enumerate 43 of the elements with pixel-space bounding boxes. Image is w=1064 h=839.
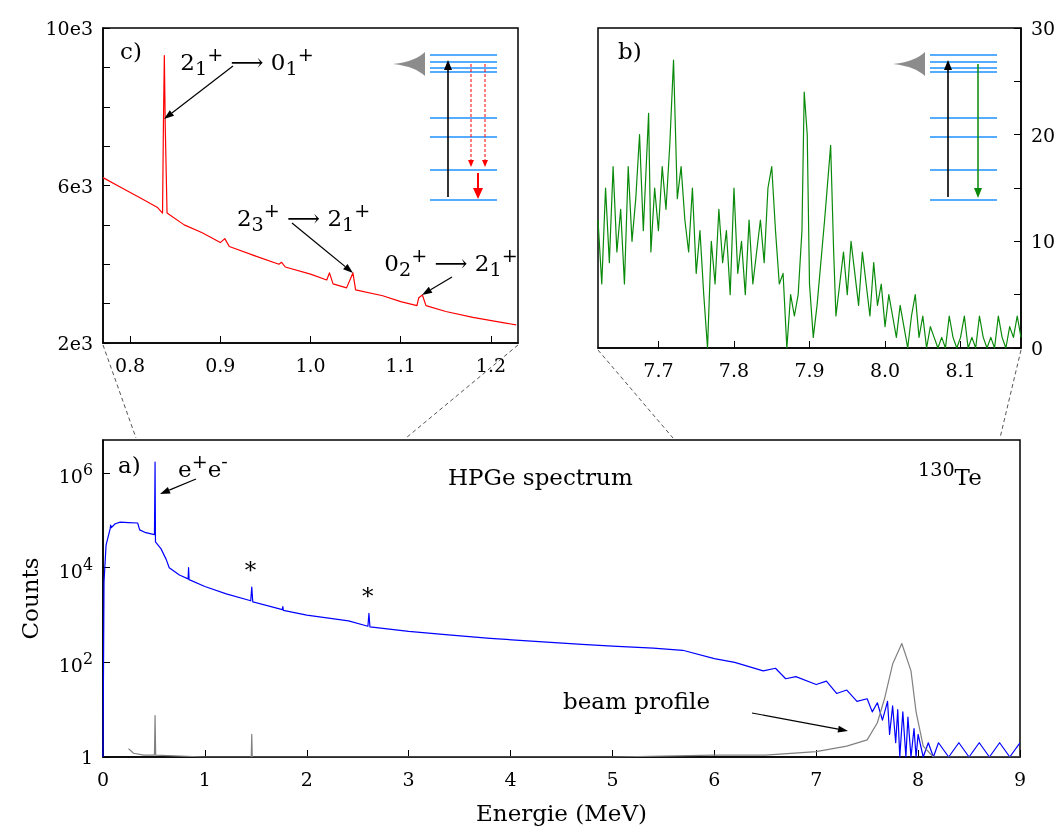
annotation: a) <box>118 451 141 480</box>
y-tick-label: 6e3 <box>57 173 93 198</box>
x-tick-label: 5 <box>606 767 619 791</box>
y-tick-label: 10$^{6}$ <box>58 459 93 488</box>
x-tick-label: 1.0 <box>295 353 326 377</box>
x-tick-label: 1.1 <box>385 353 416 377</box>
x-tick-label: 7.7 <box>643 358 674 382</box>
y-tick-label: 0 <box>1031 336 1044 360</box>
y-axis-title: Counts <box>16 557 43 640</box>
x-tick-label: 6 <box>708 767 721 791</box>
y-tick-label: 10$^{4}$ <box>58 554 93 583</box>
x-tick-label: 7.9 <box>794 358 825 382</box>
annotation: beam profile <box>563 687 711 716</box>
y-tick-label: 2e3 <box>57 331 93 355</box>
x-tick-label: 1.2 <box>475 353 507 377</box>
line-series <box>127 642 1021 758</box>
annotation: c) <box>120 37 142 66</box>
x-tick-label: 2 <box>300 767 313 791</box>
x-tick-label: 0.8 <box>114 353 146 377</box>
annotation: * <box>244 556 257 586</box>
x-tick-label: 8 <box>912 767 925 791</box>
x-tick-label: 8.1 <box>945 358 976 382</box>
x-axis-title: Energie (MeV) <box>476 799 647 826</box>
x-tick-label: 9 <box>1013 767 1027 791</box>
x-tick-label: 7 <box>810 767 823 791</box>
annotation: b) <box>618 37 642 66</box>
x-tick-label: 0.9 <box>205 353 236 377</box>
x-tick-label: 8.0 <box>869 358 901 382</box>
y-tick-label: 10$^{2}$ <box>58 648 93 678</box>
annotation: HPGe spectrum <box>448 463 633 492</box>
y-tick-label: 10 <box>1031 229 1056 254</box>
y-tick-label: 20 <box>1031 122 1056 147</box>
y-tick-label: 1 <box>80 745 93 769</box>
y-tick-label: 30 <box>1031 16 1056 40</box>
x-tick-label: 3 <box>402 767 415 791</box>
x-tick-label: 7.8 <box>718 358 750 382</box>
x-tick-label: 1 <box>198 767 211 791</box>
x-tick-label: 4 <box>504 767 517 791</box>
y-tick-label: 10e3 <box>45 16 93 40</box>
annotation: $^{130}$Te <box>918 457 982 492</box>
annotation: * <box>361 582 374 612</box>
annotation: e$^{+}$e$^{-}$ <box>178 449 228 484</box>
x-tick-label: 0 <box>96 767 110 791</box>
